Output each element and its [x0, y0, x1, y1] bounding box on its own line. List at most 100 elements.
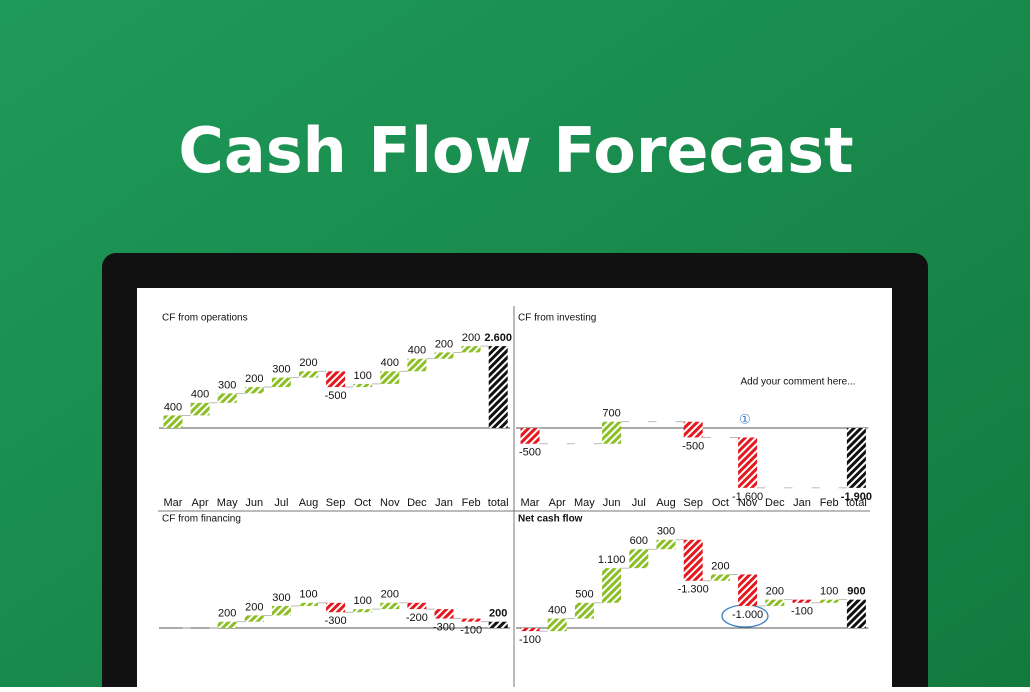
data-label: 200	[381, 589, 399, 601]
x-tick-label: May	[217, 497, 238, 509]
x-tick-label: Nov	[380, 497, 400, 509]
x-tick-label: Oct	[712, 497, 729, 509]
data-label: 200	[435, 338, 453, 350]
bar	[602, 421, 622, 444]
x-tick-label: Sep	[326, 497, 346, 509]
x-tick-label: Apr	[192, 497, 209, 509]
data-label: 1.100	[598, 554, 626, 566]
data-label: -500	[325, 390, 347, 402]
bar	[353, 609, 373, 613]
data-label: -100	[519, 634, 541, 646]
bar	[190, 402, 210, 416]
data-label: -300	[433, 621, 455, 633]
bar	[710, 574, 730, 581]
bar	[792, 599, 812, 603]
x-tick-label: Aug	[656, 497, 676, 509]
total-label: 900	[847, 586, 865, 598]
data-label: 400	[191, 389, 209, 401]
data-label: -500	[682, 440, 704, 452]
x-tick-label: Oct	[354, 497, 371, 509]
bar	[656, 539, 676, 550]
x-tick-label: Dec	[407, 497, 427, 509]
data-label: 400	[381, 357, 399, 369]
x-tick-label: total	[488, 497, 509, 509]
x-tick-label: May	[574, 497, 595, 509]
bar	[407, 602, 427, 610]
x-tick-label: Apr	[549, 497, 566, 509]
total-label: 200	[489, 608, 507, 620]
data-label: -1.000	[732, 609, 763, 621]
bar	[163, 415, 183, 428]
bar	[683, 421, 703, 438]
data-label: -200	[406, 612, 428, 624]
x-tick-label: Jan	[435, 497, 453, 509]
bar	[629, 549, 649, 569]
data-label: 100	[299, 589, 317, 601]
x-tick-label: Jun	[245, 497, 263, 509]
bar	[299, 602, 318, 606]
data-label: 500	[575, 589, 593, 601]
data-label: 200	[766, 586, 784, 598]
panel-title: CF from operations	[162, 313, 248, 324]
bar	[765, 599, 785, 606]
data-label: 400	[548, 604, 566, 616]
total-label: -1.900	[841, 491, 872, 503]
data-label: 100	[354, 370, 372, 382]
data-label: 400	[408, 345, 426, 357]
bar	[434, 609, 454, 619]
total-bar	[488, 621, 508, 628]
x-tick-label: Mar	[521, 497, 540, 509]
x-tick-label: Jul	[632, 497, 646, 509]
bar	[380, 371, 400, 384]
x-tick-label: Mar	[164, 497, 183, 509]
data-label: 600	[630, 535, 648, 547]
data-label: 300	[657, 526, 675, 538]
bar	[407, 358, 427, 372]
data-label: 200	[462, 332, 480, 344]
bar	[461, 618, 481, 622]
bar	[353, 383, 373, 388]
data-label: 100	[354, 595, 372, 607]
x-tick-label: Feb	[820, 497, 839, 509]
x-tick-label: total	[846, 497, 867, 509]
bar	[217, 621, 237, 628]
data-label: 200	[711, 560, 729, 572]
x-tick-label: Jun	[603, 497, 621, 509]
page-title: Cash Flow Forecast	[178, 114, 853, 187]
bar	[520, 428, 540, 444]
bar	[244, 615, 264, 622]
panel-title: CF from investing	[518, 313, 596, 324]
annotation: Add your comment here...	[740, 377, 855, 388]
total-label: 2.600	[484, 332, 512, 344]
data-label: 300	[272, 364, 290, 376]
data-label: 200	[218, 608, 236, 620]
data-label: -500	[519, 447, 541, 459]
x-tick-label: Aug	[299, 497, 319, 509]
data-label: 200	[245, 373, 263, 385]
total-bar	[846, 428, 866, 488]
x-tick-label: Nov	[738, 497, 758, 509]
bar	[244, 387, 264, 394]
bar	[271, 377, 291, 388]
bar	[326, 371, 346, 388]
total-bar	[846, 599, 866, 628]
bar	[602, 568, 622, 603]
data-label: -300	[325, 615, 347, 627]
data-label: 200	[245, 601, 263, 613]
bar	[461, 346, 481, 353]
data-label: 200	[299, 357, 317, 369]
x-tick-label: Feb	[462, 497, 481, 509]
panel-title: Net cash flow	[518, 514, 583, 525]
data-label: -1.300	[678, 584, 709, 596]
bar	[574, 602, 594, 619]
x-tick-label: Dec	[765, 497, 785, 509]
data-label: 100	[820, 586, 838, 598]
bar	[819, 599, 839, 603]
data-label: 400	[164, 401, 182, 413]
bar	[520, 628, 540, 632]
data-label: 700	[602, 408, 620, 420]
bar	[738, 437, 758, 488]
data-label: 300	[218, 379, 236, 391]
bar	[738, 574, 758, 606]
